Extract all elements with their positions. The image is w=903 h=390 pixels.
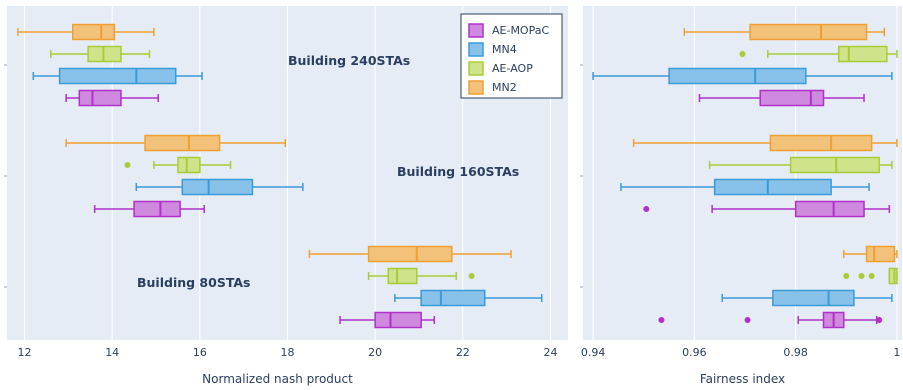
box-iqr (87, 45, 122, 63)
box-iqr (668, 67, 807, 85)
box-mn2-80stas (843, 245, 898, 263)
outlier-point (643, 206, 650, 212)
box-iqr (713, 178, 832, 196)
box-iqr (78, 89, 122, 107)
outlier-point (468, 273, 475, 279)
box-mn4-160stas (620, 178, 870, 196)
x-tick-label: 0.96 (682, 346, 707, 359)
group-annotations: Building 240STAs Building 160STAs Buildi… (137, 53, 519, 290)
outlier-point (868, 273, 875, 279)
outlier-point (876, 317, 883, 323)
x-tick-label: 14 (105, 346, 119, 359)
x-tick-label: 12 (18, 346, 32, 359)
box-iqr (374, 311, 422, 329)
box-iqr (837, 45, 888, 63)
box-mn4-240stas (592, 67, 893, 85)
box-iqr (772, 289, 855, 307)
box-mn2-160stas (632, 134, 898, 152)
box-iqr (749, 23, 868, 41)
box-iqr (759, 89, 825, 107)
outlier-point (858, 273, 865, 279)
legend-label: MN4 (492, 43, 517, 56)
x-tick-label: 16 (193, 346, 207, 359)
box-mn4-160stas (135, 178, 304, 196)
box-ae-mopac-240stas (65, 89, 159, 107)
legend-item-ae-mopac: AE-MOPaC (468, 23, 549, 38)
x-tick-label: 18 (281, 346, 295, 359)
legend-item-ae-aop: AE-AOP (468, 61, 533, 76)
box-ae-mopac-240stas (698, 89, 865, 107)
box-iqr (58, 67, 177, 85)
x-tick-label: 0.98 (783, 346, 808, 359)
box-ae-aop-240stas (739, 45, 898, 63)
box-mn2-80stas (308, 245, 512, 263)
box-iqr (865, 245, 896, 263)
box-iqr (367, 245, 453, 263)
box-iqr (789, 156, 880, 174)
box-ae-mopac-80stas (658, 311, 883, 329)
box-iqr (71, 23, 116, 41)
box-ae-mopac-160stas (93, 200, 205, 218)
box-ae-aop-160stas (708, 156, 893, 174)
box-ae-aop-80stas (367, 267, 475, 285)
x-tick-label: 1 (893, 346, 900, 359)
outlier-point (124, 162, 131, 168)
box-iqr (181, 178, 254, 196)
outlier-point (739, 51, 746, 57)
x-tick-label: 0.94 (581, 346, 606, 359)
box-iqr (420, 289, 486, 307)
box-ae-aop-240stas (50, 45, 151, 63)
x-tick-label: 22 (456, 346, 470, 359)
legend-label: MN2 (492, 81, 517, 94)
box-iqr (794, 200, 865, 218)
box-mn2-160stas (65, 134, 287, 152)
legend: AE-MOPaC MN4 AE-AOP MN2 (460, 13, 563, 99)
legend-item-mn4: MN4 (468, 42, 517, 57)
box-mn2-240stas (683, 23, 886, 41)
box-iqr (387, 267, 418, 285)
box-mn2-240stas (17, 23, 155, 41)
x-tick-label: 20 (368, 346, 382, 359)
x-tick-label: 24 (543, 346, 557, 359)
annotation-building-240: Building 240STAs (288, 53, 410, 68)
box-mn4-80stas (394, 289, 543, 307)
outlier-point (658, 317, 665, 323)
annotation-building-160: Building 160STAs (397, 164, 519, 179)
box-iqr (888, 267, 898, 285)
legend-label: AE-MOPaC (492, 24, 549, 37)
box-ae-aop-160stas (124, 156, 232, 174)
right-panel: 0.94 0.96 0.98 1 Fairness index (580, 6, 902, 386)
legend-swatch (468, 23, 484, 38)
box-ae-mopac-160stas (643, 200, 891, 218)
box-iqr (177, 156, 201, 174)
outlier-point (744, 317, 751, 323)
box-ae-aop-80stas (843, 267, 898, 285)
legend-swatch (468, 42, 484, 57)
legend-swatch (468, 80, 484, 95)
box-iqr (144, 134, 221, 152)
box-mn4-80stas (721, 289, 893, 307)
x-axis-title: Fairness index (700, 372, 785, 386)
outlier-point (843, 273, 850, 279)
legend-item-mn2: MN2 (468, 80, 517, 95)
box-mn4-240stas (32, 67, 203, 85)
box-iqr (769, 134, 873, 152)
legend-swatch (468, 61, 484, 76)
annotation-building-80: Building 80STAs (137, 275, 251, 290)
x-axis-title: Normalized nash product (202, 372, 353, 386)
box-ae-mopac-80stas (339, 311, 436, 329)
box-iqr (133, 200, 181, 218)
legend-label: AE-AOP (492, 62, 533, 75)
